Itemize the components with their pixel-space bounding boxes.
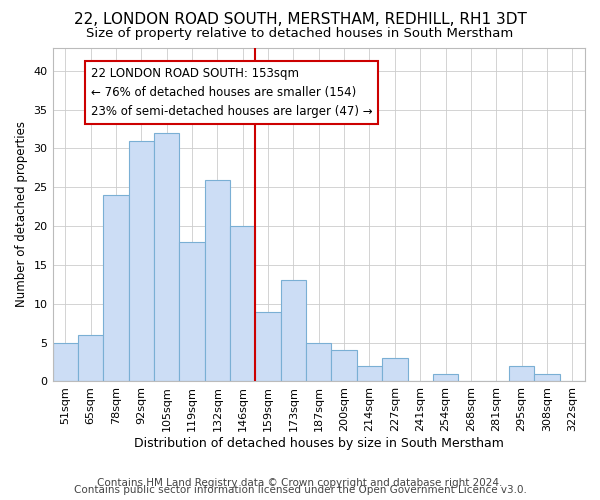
Bar [306,342,331,382]
Bar [509,366,534,382]
Bar [281,280,306,382]
Bar [103,195,128,382]
Bar [256,312,281,382]
Text: 22, LONDON ROAD SOUTH, MERSTHAM, REDHILL, RH1 3DT: 22, LONDON ROAD SOUTH, MERSTHAM, REDHILL… [74,12,526,28]
Bar [78,335,103,382]
Bar [433,374,458,382]
Bar [154,133,179,382]
Bar [205,180,230,382]
Bar [230,226,256,382]
Text: 22 LONDON ROAD SOUTH: 153sqm
← 76% of detached houses are smaller (154)
23% of s: 22 LONDON ROAD SOUTH: 153sqm ← 76% of de… [91,67,372,118]
Y-axis label: Number of detached properties: Number of detached properties [15,122,28,308]
Text: Contains HM Land Registry data © Crown copyright and database right 2024.: Contains HM Land Registry data © Crown c… [97,478,503,488]
Bar [534,374,560,382]
Bar [382,358,407,382]
Bar [53,342,78,382]
Bar [331,350,357,382]
X-axis label: Distribution of detached houses by size in South Merstham: Distribution of detached houses by size … [134,437,504,450]
Bar [357,366,382,382]
Bar [128,140,154,382]
Text: Size of property relative to detached houses in South Merstham: Size of property relative to detached ho… [86,28,514,40]
Text: Contains public sector information licensed under the Open Government Licence v3: Contains public sector information licen… [74,485,526,495]
Bar [179,242,205,382]
